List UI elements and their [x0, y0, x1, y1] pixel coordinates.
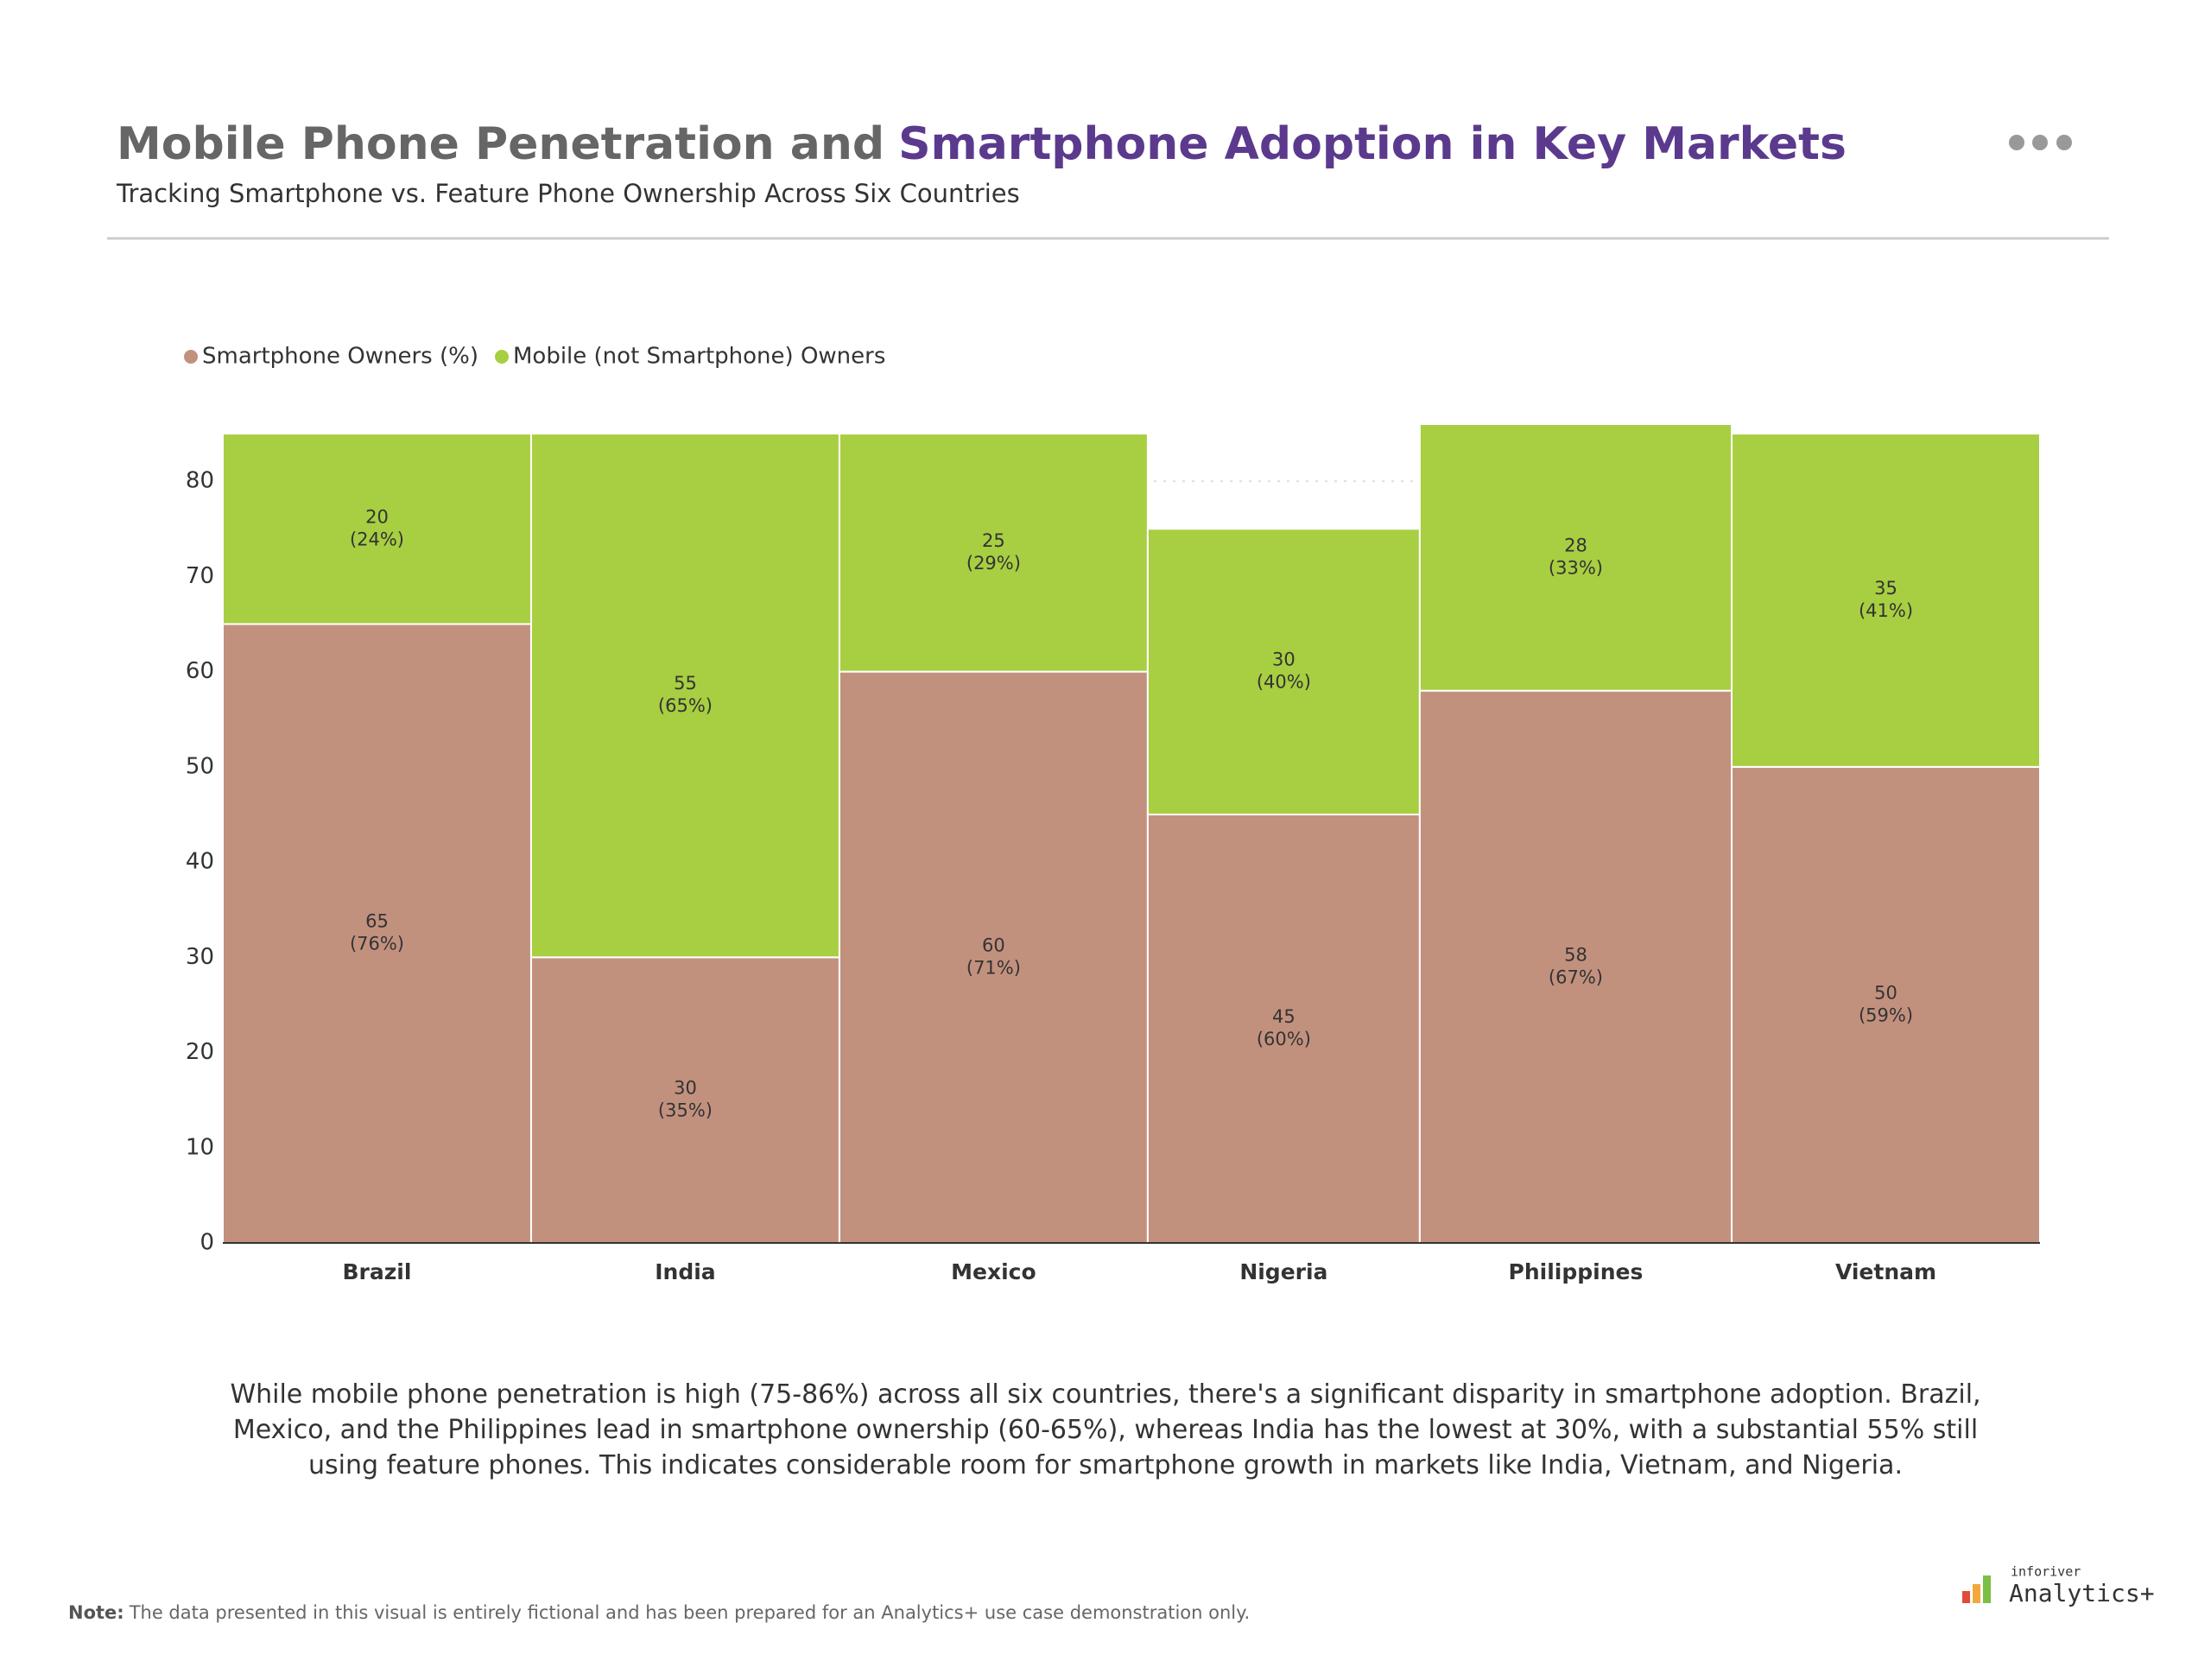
legend: Smartphone Owners (%) Mobile (not Smartph…: [184, 344, 885, 370]
value-label: 25: [982, 530, 1005, 551]
x-tick-label: Vietnam: [1835, 1259, 1936, 1284]
logo-bar: [1962, 1591, 1970, 1603]
bar-segment: [1731, 433, 2041, 768]
note: Note: The data presented in this visual i…: [68, 1602, 1250, 1623]
brand-small: inforiver: [2011, 1564, 2081, 1580]
dot: [2009, 135, 2024, 150]
bar-segment: [1418, 423, 1733, 692]
dot: [2032, 135, 2048, 150]
value-label: 28: [1564, 535, 1587, 555]
y-tick-label: 0: [200, 1230, 214, 1256]
legend-swatch: [494, 350, 509, 364]
value-label: 20: [365, 506, 389, 527]
x-tick-label: Nigeria: [1239, 1259, 1327, 1284]
value-label: 60: [982, 935, 1005, 955]
dot: [2056, 135, 2072, 150]
share-label: (41%): [1859, 600, 1913, 621]
value-label: 45: [1272, 1006, 1296, 1027]
y-tick-label: 40: [186, 849, 214, 875]
x-tick-label: Brazil: [343, 1259, 412, 1284]
share-label: (40%): [1257, 672, 1311, 693]
y-tick-label: 20: [186, 1039, 214, 1065]
bar-segment: [529, 433, 840, 959]
value-label: 65: [365, 911, 389, 932]
note-label: Note:: [68, 1602, 124, 1623]
share-label: (65%): [658, 695, 713, 716]
value-label: 35: [1874, 578, 1897, 599]
share-label: (59%): [1859, 1005, 1913, 1025]
subtitle: Tracking Smartphone vs. Feature Phone Ow…: [116, 179, 1020, 208]
bar-segment: [838, 433, 1149, 673]
value-label: 58: [1564, 944, 1587, 965]
legend-label: Mobile (not Smartphone) Owners: [513, 344, 885, 370]
share-label: (35%): [658, 1100, 713, 1121]
value-label: 30: [1272, 650, 1296, 670]
y-tick-label: 70: [186, 563, 214, 589]
bar-segment: [1146, 813, 1421, 1244]
note-text: The data presented in this visual is ent…: [129, 1602, 1251, 1623]
x-tick-label: India: [655, 1259, 715, 1284]
value-label: 55: [674, 673, 697, 694]
chart-title: Mobile Phone Penetration and Smartphone A…: [117, 118, 1847, 170]
title-accent: Smartphone Adoption in Key Markets: [898, 118, 1847, 170]
bar-segment: [1146, 528, 1421, 815]
title-lead: Mobile Phone Penetration and: [117, 118, 884, 170]
value-label: 50: [1874, 982, 1897, 1003]
logo-bar: [1973, 1584, 1980, 1603]
legend-swatch: [184, 350, 198, 364]
y-tick-label: 80: [186, 468, 214, 494]
grid: 0 10 20 30 40 50 60 70 80: [186, 468, 2040, 1256]
value-label: 30: [674, 1078, 697, 1099]
share-label: (76%): [350, 934, 404, 954]
y-tick-label: 60: [186, 658, 214, 684]
plot: 65(76%)20(24%)Brazil30(35%)55(65%)India6…: [222, 423, 2041, 1284]
x-tick-label: Philippines: [1509, 1259, 1644, 1284]
brand: Analytics+: [2009, 1579, 2155, 1607]
more-menu[interactable]: [2009, 135, 2072, 150]
bar-segment: [1418, 689, 1733, 1244]
share-label: (29%): [966, 553, 1021, 574]
share-label: (60%): [1257, 1029, 1311, 1049]
share-label: (71%): [966, 957, 1021, 978]
x-tick-label: Mexico: [951, 1259, 1036, 1284]
logo: inforiver Analytics+: [1962, 1564, 2155, 1607]
bar-segment: [838, 670, 1149, 1244]
share-label: (33%): [1549, 557, 1603, 578]
bar-segment: [529, 956, 840, 1245]
bar-segment: [222, 433, 532, 625]
description: While mobile phone penetration is high (…: [230, 1379, 1981, 1480]
y-tick-label: 10: [186, 1134, 214, 1160]
legend-label: Smartphone Owners (%): [202, 344, 478, 370]
y-tick-label: 50: [186, 753, 214, 779]
y-tick-label: 30: [186, 944, 214, 970]
share-label: (24%): [350, 529, 404, 549]
share-label: (67%): [1549, 967, 1603, 987]
bar-segment: [1731, 765, 2041, 1244]
logo-bar: [1983, 1575, 1991, 1603]
